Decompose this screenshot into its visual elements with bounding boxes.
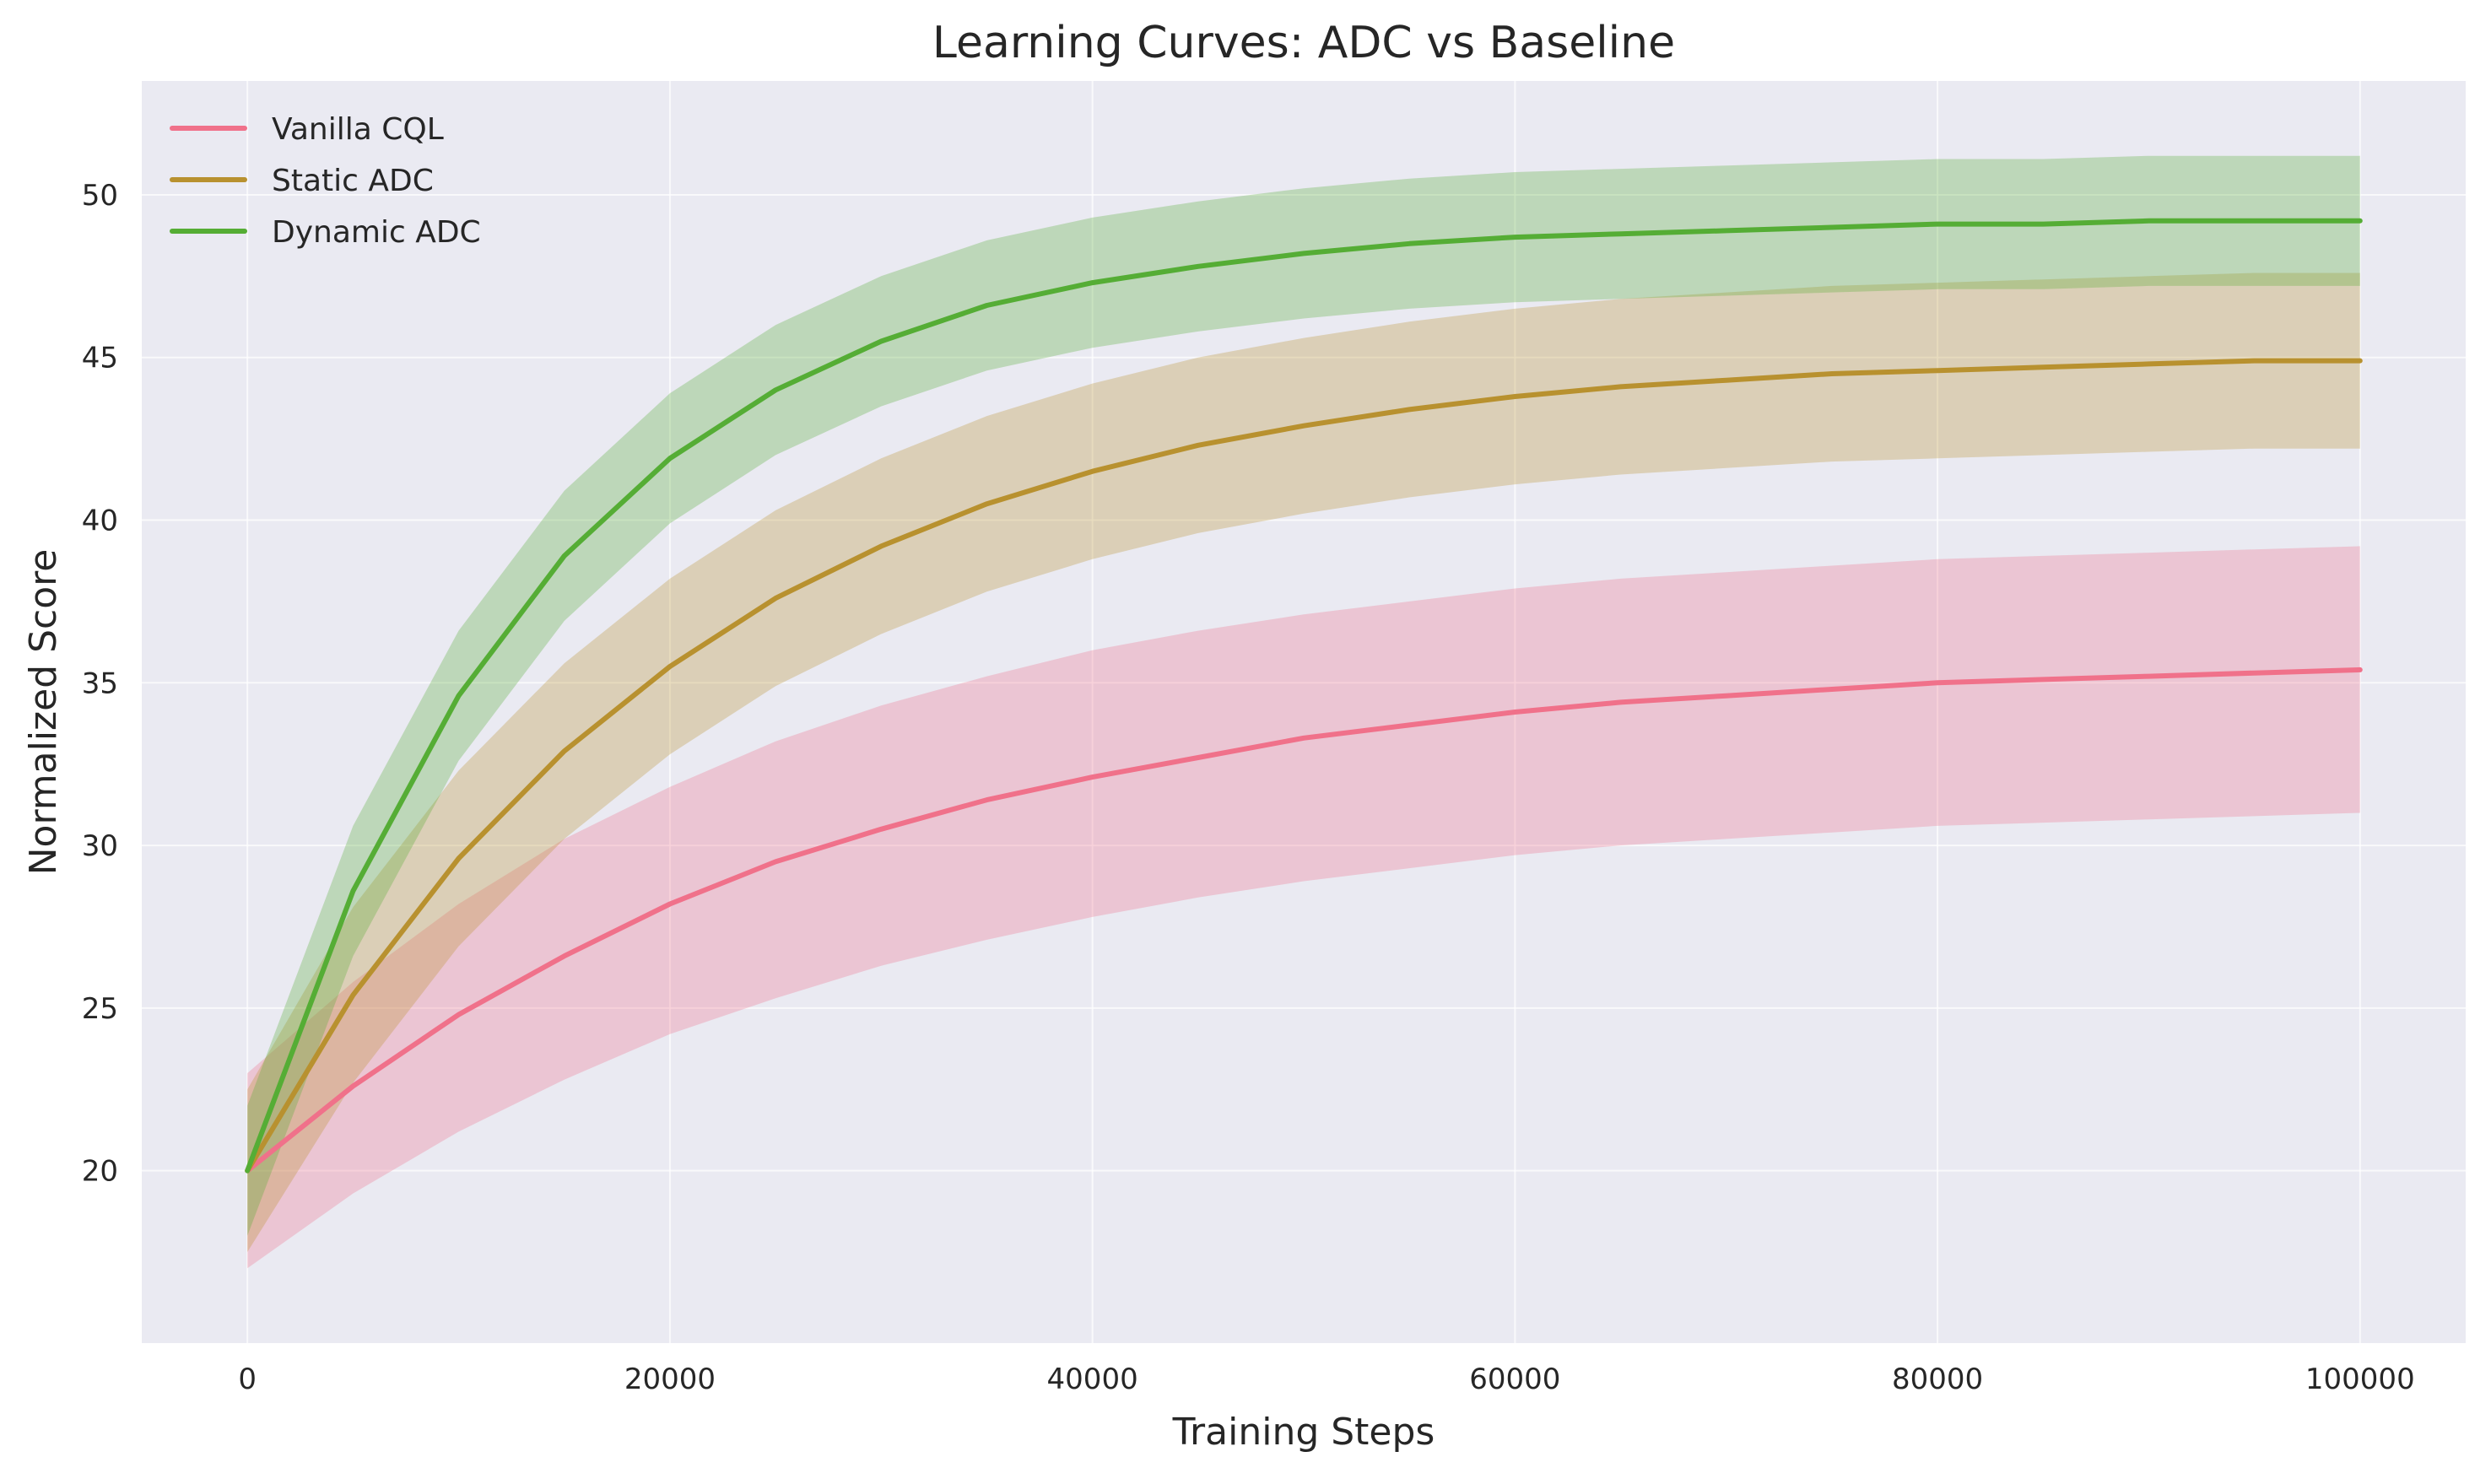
x-tick-label: 80000: [1892, 1363, 1983, 1396]
legend: Vanilla CQL Static ADC Dynamic ADC: [170, 112, 481, 250]
y-tick-label: 50: [82, 179, 118, 213]
y-tick-label: 35: [82, 666, 118, 700]
tick-labels: 0 20000 40000 60000 80000 100000 20 25 30 35 40 45 5…: [82, 179, 2415, 1396]
band-static-adc: [247, 273, 2360, 1252]
line-dynamic-adc: [245, 218, 2363, 1174]
x-tick-label: 0: [238, 1363, 257, 1396]
y-tick-label: 45: [82, 342, 118, 375]
legend-label: Dynamic ADC: [272, 215, 481, 250]
band-vanilla-cql: [247, 546, 2360, 1269]
y-axis-label: Normalized Score: [22, 549, 65, 876]
band-dynamic-adc: [247, 155, 2360, 1236]
y-tick-label: 30: [82, 829, 118, 863]
y-tick-label: 20: [82, 1155, 118, 1189]
series-lines: [245, 218, 2363, 1174]
chart-title: Learning Curves: ADC vs Baseline: [932, 18, 1675, 68]
legend-label: Static ADC: [272, 164, 434, 198]
plot-area: [142, 81, 2466, 1343]
line-vanilla-cql: [245, 666, 2363, 1174]
legend-item-static-adc: Static ADC: [170, 164, 434, 198]
x-axis-label: Training Steps: [1172, 1411, 1435, 1454]
y-tick-label: 40: [82, 505, 118, 538]
confidence-bands: [247, 155, 2360, 1269]
line-static-adc: [245, 358, 2363, 1174]
x-tick-label: 100000: [2305, 1363, 2415, 1396]
y-tick-label: 25: [82, 992, 118, 1026]
legend-label: Vanilla CQL: [272, 112, 444, 147]
x-tick-label: 60000: [1469, 1363, 1560, 1396]
legend-item-dynamic-adc: Dynamic ADC: [170, 215, 481, 250]
grid-lines: [142, 81, 2466, 1343]
legend-item-vanilla-cql: Vanilla CQL: [170, 112, 444, 147]
x-tick-label: 20000: [624, 1363, 716, 1396]
x-tick-label: 40000: [1047, 1363, 1138, 1396]
